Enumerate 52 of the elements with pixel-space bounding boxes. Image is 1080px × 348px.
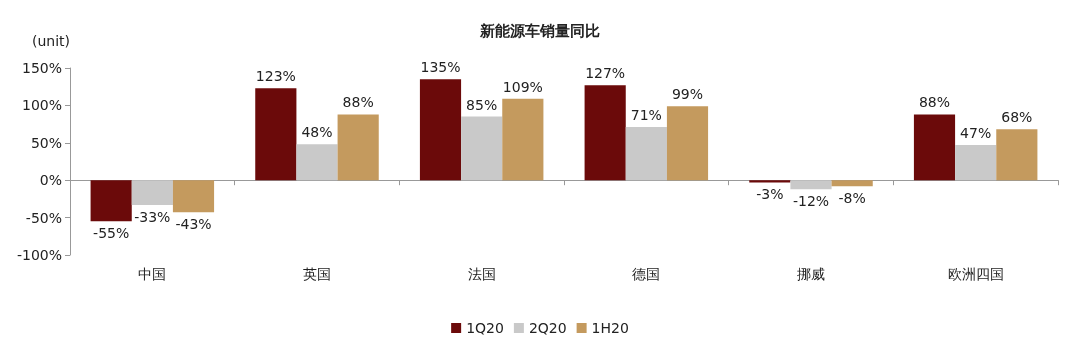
bar [90, 180, 132, 222]
y-tick-label: -50% [25, 209, 62, 226]
data-label: -8% [838, 190, 866, 207]
bar [131, 180, 173, 205]
legend-label: 1Q20 [466, 320, 504, 336]
x-tick-label: 欧洲四国 [947, 266, 1004, 282]
data-label: 48% [301, 124, 333, 141]
x-tick-label: 德国 [632, 266, 661, 282]
data-label: -3% [756, 186, 784, 203]
data-label: -43% [175, 216, 212, 233]
legend-label: 1H20 [591, 320, 629, 336]
x-tick-label: 中国 [138, 266, 167, 282]
bar [831, 180, 873, 187]
bar [461, 116, 503, 181]
y-tick-label: 0% [39, 172, 62, 189]
y-tick-label: 50% [30, 134, 62, 151]
bar [666, 106, 709, 181]
bar [625, 127, 667, 181]
bar [955, 145, 997, 181]
y-tick-label: -100% [16, 247, 62, 263]
data-label: -33% [134, 208, 171, 225]
y-axis-title: (unit) [31, 33, 70, 49]
bar [337, 114, 379, 181]
data-label: 109% [502, 78, 543, 95]
data-label: 88% [342, 94, 374, 111]
bar [172, 180, 215, 213]
data-label: 135% [420, 59, 461, 76]
bar [790, 180, 832, 190]
bar [584, 85, 626, 181]
y-tick-label: 150% [21, 60, 62, 76]
data-label: 85% [466, 96, 498, 113]
bar [255, 88, 297, 181]
data-label: 123% [255, 68, 296, 85]
bar [502, 98, 544, 181]
data-label: -12% [792, 193, 830, 210]
legend-label: 2Q20 [528, 320, 567, 336]
bar [996, 129, 1038, 181]
chart-title: 新能源车销量同比 [479, 21, 600, 40]
y-tick-label: 100% [21, 97, 62, 114]
bar [296, 144, 338, 181]
data-label: -55% [93, 225, 130, 242]
x-tick-label: 法国 [467, 266, 496, 282]
data-label: 88% [918, 94, 951, 111]
data-label: 127% [585, 65, 626, 82]
data-label: 68% [1001, 109, 1033, 126]
data-label: 99% [671, 86, 704, 103]
data-label: 71% [630, 107, 662, 124]
x-tick-label: 挪威 [797, 266, 825, 282]
bar [913, 114, 956, 181]
x-tick-label: 英国 [303, 266, 331, 282]
bar [419, 79, 462, 181]
data-label: 47% [960, 125, 992, 142]
